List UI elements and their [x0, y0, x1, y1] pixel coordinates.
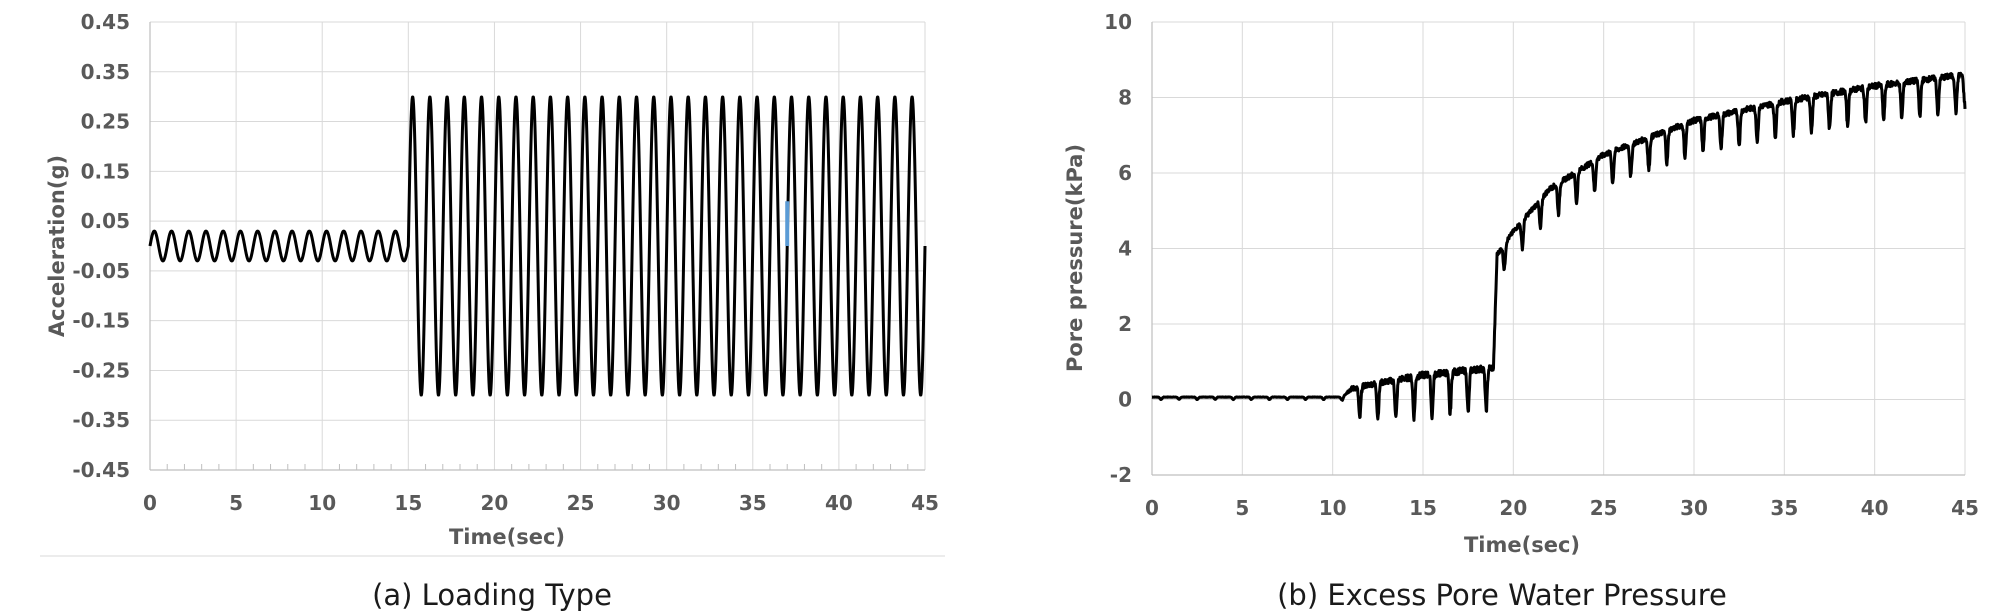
panel-b-pore-pressure-series: [1150, 71, 1967, 422]
x-tick-label: 30: [1680, 496, 1708, 520]
x-tick-label: 35: [739, 491, 767, 515]
y-tick-label: -0.35: [72, 408, 130, 432]
panel-a-minor-ticks: [166, 464, 909, 470]
y-tick-label: 4: [1118, 237, 1132, 261]
panel-a-y-axis-label: Acceleration(g): [45, 155, 69, 337]
y-tick-label: 6: [1118, 161, 1132, 185]
y-tick-label: 0.15: [81, 159, 130, 183]
panel-a-x-axis-label: Time(sec): [449, 525, 565, 549]
y-tick-label: -0.15: [72, 309, 130, 333]
x-tick-label: 40: [825, 491, 853, 515]
panel-b-grid: [1151, 21, 1966, 476]
panel-a-acceleration-series: [148, 95, 927, 397]
x-tick-label: 45: [1951, 496, 1979, 520]
x-tick-label: 0: [1145, 496, 1159, 520]
y-tick-label: 0.05: [81, 209, 130, 233]
x-tick-label: 25: [567, 491, 595, 515]
panel-a-x-tick-labels: 0 5 10 15 20 25 30 35 40 45: [143, 491, 939, 515]
x-tick-label: 30: [653, 491, 681, 515]
y-tick-label: 2: [1118, 312, 1132, 336]
y-tick-label: -0.25: [72, 358, 130, 382]
x-tick-label: 20: [1499, 496, 1527, 520]
panel-b-y-axis-label: Pore pressure(kPa): [1063, 144, 1087, 372]
x-tick-label: 15: [394, 491, 422, 515]
y-tick-label: 0.25: [81, 110, 130, 134]
y-tick-label: 10: [1104, 10, 1132, 34]
panel-b-x-tick-labels: 0 5 10 15 20 25 30 35 40 45: [1145, 496, 1979, 520]
x-tick-label: 10: [308, 491, 336, 515]
panel-b-x-axis-label: Time(sec): [1464, 533, 1580, 557]
x-tick-label: 15: [1409, 496, 1437, 520]
panel-a-caption: (a) Loading Type: [372, 578, 612, 612]
x-tick-label: 5: [1235, 496, 1249, 520]
y-tick-label: 0: [1118, 388, 1132, 412]
panel-b-y-tick-labels: 10 8 6 4 2 0 -2: [1104, 10, 1132, 487]
y-tick-label: 8: [1118, 86, 1132, 110]
y-tick-label: -0.05: [72, 259, 130, 283]
x-tick-label: 5: [229, 491, 243, 515]
y-tick-label: -0.45: [72, 458, 130, 482]
panel-b-caption: (b) Excess Pore Water Pressure: [1277, 578, 1727, 612]
x-tick-label: 20: [481, 491, 509, 515]
x-tick-label: 40: [1861, 496, 1889, 520]
x-tick-label: 10: [1319, 496, 1347, 520]
x-tick-label: 35: [1770, 496, 1798, 520]
y-tick-label: 0.45: [81, 10, 130, 34]
x-tick-label: 45: [911, 491, 939, 515]
y-tick-label: -2: [1110, 463, 1132, 487]
panel-a-y-tick-labels: 0.45 0.35 0.25 0.15 0.05 -0.05 -0.15 -0.25 -0.35…: [72, 10, 130, 482]
y-tick-label: 0.35: [81, 60, 130, 84]
x-tick-label: 25: [1590, 496, 1618, 520]
x-tick-label: 0: [143, 491, 157, 515]
panel-a: 0.45 0.35 0.25 0.15 0.05 -0.05 -0.15 -0.25 -0.35…: [40, 10, 945, 612]
